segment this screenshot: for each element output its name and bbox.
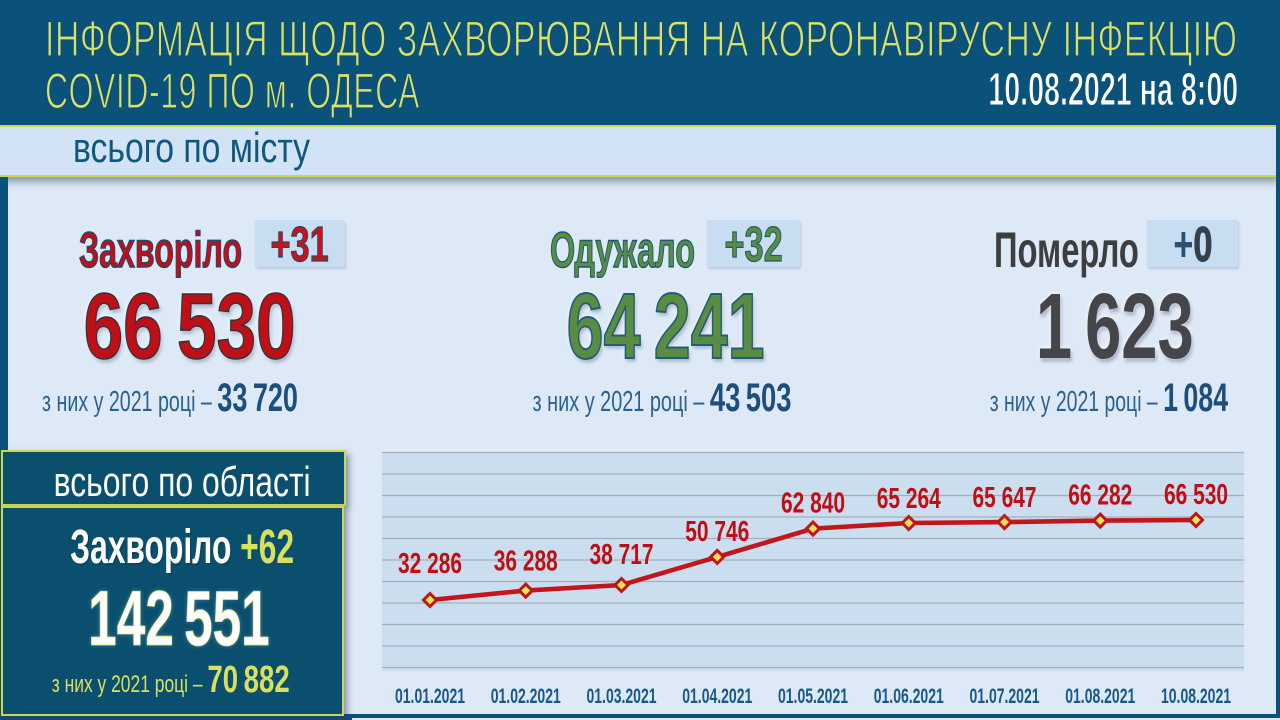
svg-text:01.06.2021: 01.06.2021 (874, 685, 944, 708)
svg-text:66 530: 66 530 (1164, 479, 1228, 511)
svg-text:01.05.2021: 01.05.2021 (778, 685, 848, 708)
svg-text:01.07.2021: 01.07.2021 (970, 685, 1040, 708)
svg-text:01.08.2021: 01.08.2021 (1065, 685, 1135, 708)
svg-text:36 288: 36 288 (494, 546, 558, 578)
svg-text:65 647: 65 647 (973, 482, 1037, 514)
svg-text:01.03.2021: 01.03.2021 (587, 685, 657, 708)
svg-text:01.01.2021: 01.01.2021 (395, 685, 465, 708)
svg-text:32 286: 32 286 (398, 548, 462, 580)
svg-text:01.04.2021: 01.04.2021 (682, 685, 752, 708)
svg-text:65 264: 65 264 (877, 483, 941, 515)
svg-text:01.02.2021: 01.02.2021 (491, 685, 561, 708)
svg-text:38 717: 38 717 (590, 539, 654, 571)
svg-text:62 840: 62 840 (781, 488, 845, 520)
svg-text:50 746: 50 746 (685, 516, 749, 548)
svg-text:10.08.2021: 10.08.2021 (1161, 685, 1231, 708)
svg-text:66 282: 66 282 (1068, 480, 1132, 512)
